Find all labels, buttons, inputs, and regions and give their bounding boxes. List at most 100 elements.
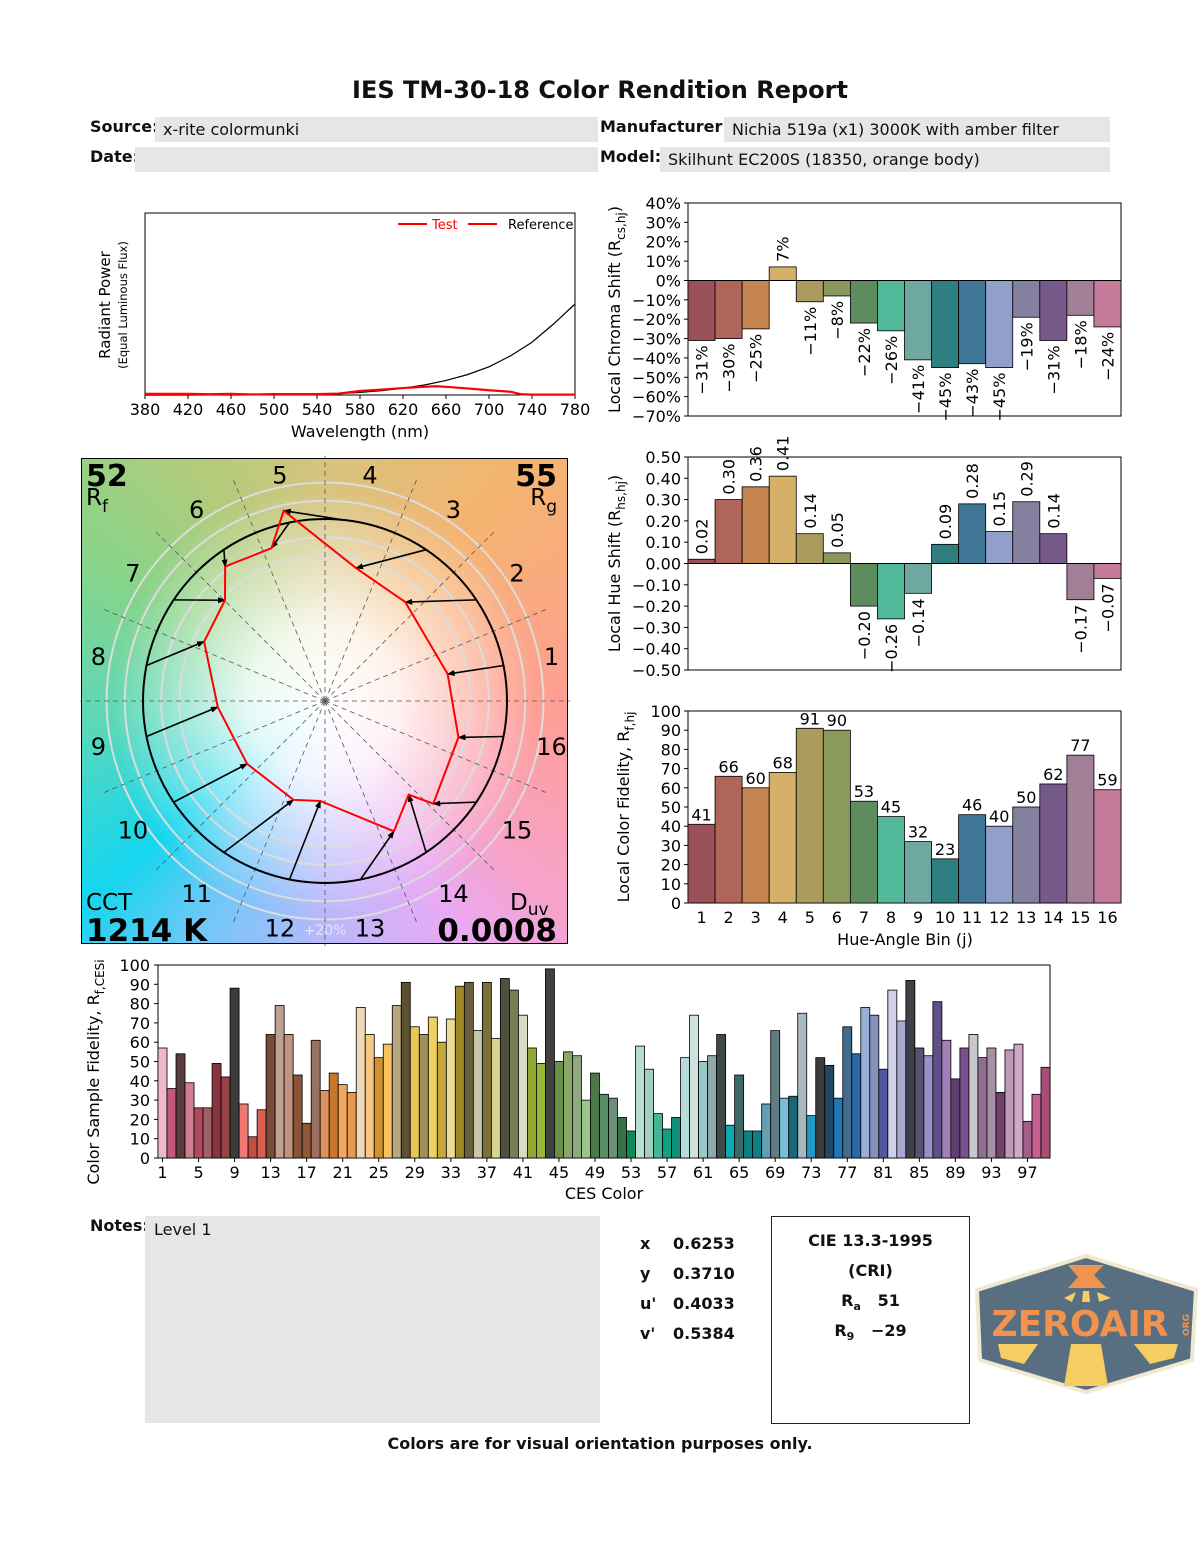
bar-ces-56: [653, 1113, 663, 1159]
bar-ces-61: [698, 1061, 709, 1159]
bar-value-label: −25%: [747, 334, 766, 383]
bar-ces-6: [202, 1107, 213, 1159]
bar-ces-70: [779, 1097, 790, 1159]
cri-subtitle: (CRI): [848, 1261, 893, 1280]
bin-label: 2: [509, 560, 524, 588]
x-tick-label: 53: [621, 1163, 641, 1182]
bar-bin-1: [687, 558, 716, 564]
x-tick-label: 700: [474, 400, 505, 419]
x-tick-label: 13: [260, 1163, 280, 1182]
x-tick-label: 49: [585, 1163, 605, 1182]
bar-ces-57: [662, 1128, 672, 1159]
notes-field[interactable]: Level 1: [145, 1216, 600, 1423]
bar-ces-80: [869, 1014, 880, 1159]
bar-bin-16: [1093, 563, 1122, 579]
bar-bin-14: [1039, 533, 1068, 564]
bar-ces-28: [400, 981, 411, 1159]
bar-bin-13: [1012, 501, 1041, 564]
bar-bin-15: [1066, 754, 1095, 904]
bar-value-label: −8%: [828, 301, 847, 340]
bar-value-label: 62: [1043, 765, 1063, 784]
bar-bin-6: [822, 280, 851, 297]
bar-ces-40: [508, 989, 519, 1159]
bar-ces-7: [211, 1063, 222, 1159]
x-tick-label: 65: [729, 1163, 749, 1182]
bar-ces-10: [238, 1103, 249, 1159]
shift-arrow-bin-1: [446, 664, 504, 676]
x-tick-label: 3: [751, 908, 761, 927]
bar-ces-91: [968, 1034, 979, 1159]
y-tick-label: −0.20: [632, 597, 681, 616]
duv-value: 0.0008: [437, 913, 557, 949]
y-tick-label: 10%: [645, 252, 681, 271]
x-tick-label: 12: [989, 908, 1009, 927]
model-field[interactable]: Skilhunt EC200S (18350, orange body): [660, 147, 1110, 172]
bin-boundary-line: [103, 608, 326, 702]
bar-ces-12: [256, 1109, 267, 1159]
rg-value: 55: [515, 459, 557, 494]
scale-label: +20%: [304, 923, 347, 939]
bar-bin-12: [985, 531, 1014, 564]
zeroair-logo: ZEROAIR ORG: [974, 1253, 1199, 1395]
bar-value-label: 0.14: [801, 493, 820, 529]
bar-ces-26: [382, 1043, 393, 1159]
bar-bin-7: [849, 800, 878, 904]
bar-value-label: 0.29: [1017, 461, 1036, 497]
x-axis-label: Wavelength (nm): [291, 422, 429, 441]
bar-value-label: −0.20: [855, 611, 874, 660]
x-tick-label: 620: [388, 400, 419, 419]
bar-value-label: 0.41: [774, 436, 793, 472]
bar-ces-76: [833, 1097, 844, 1159]
bar-bin-4: [768, 475, 797, 564]
bar-bin-3: [741, 280, 770, 330]
source-field[interactable]: x-rite colormunki: [155, 117, 598, 142]
bar-bin-2: [714, 775, 743, 904]
shift-arrow-bin-16: [457, 734, 504, 741]
y-tick-label: −0.30: [632, 618, 681, 637]
bar-bin-6: [822, 729, 851, 904]
shift-arrow-bin-13: [359, 830, 395, 880]
date-field[interactable]: [135, 147, 598, 172]
bar-bin-16: [1093, 280, 1122, 328]
bar-ces-43: [536, 1063, 546, 1159]
bar-bin-8: [877, 280, 905, 332]
x-tick-label: 13: [1016, 908, 1036, 927]
manufacturer-field[interactable]: Nichia 519a (x1) 3000K with amber filter: [724, 117, 1110, 142]
manufacturer-label: Manufacturer:: [600, 117, 729, 136]
x-tick-label: 25: [369, 1163, 389, 1182]
bar-ces-87: [932, 1001, 943, 1159]
bar-ces-29: [409, 1026, 420, 1159]
y-tick-label: 10: [130, 1130, 150, 1149]
x-tick-label: 69: [765, 1163, 785, 1182]
bar-ces-65: [734, 1074, 745, 1159]
bar-ces-94: [995, 1091, 1006, 1159]
bar-bin-4: [768, 266, 797, 281]
x-tick-label: 41: [513, 1163, 533, 1182]
y-axis-label: Radiant Power: [96, 250, 114, 359]
y-axis-label: Local Color Fidelity, Rf,hj: [614, 712, 637, 903]
bar-ces-82: [887, 989, 898, 1159]
date-label: Date:: [90, 147, 139, 166]
x-tick-label: 14: [1043, 908, 1063, 927]
shift-arrow-bin-5: [270, 522, 291, 549]
y-tick-label: 30: [130, 1091, 150, 1110]
y-tick-label: −0.10: [632, 576, 681, 595]
x-tick-label: 45: [549, 1163, 569, 1182]
bar-bin-15: [1066, 280, 1095, 316]
bar-value-label: 0.05: [828, 512, 847, 548]
bar-ces-79: [860, 1007, 871, 1159]
bar-ces-63: [716, 1034, 727, 1159]
bar-value-label: 90: [827, 711, 847, 730]
y-tick-label: 40: [661, 817, 681, 836]
bar-ces-37: [481, 981, 492, 1159]
bar-value-label: 45: [881, 798, 901, 817]
bar-ces-95: [1004, 1049, 1015, 1159]
bar-ces-13: [265, 1034, 276, 1159]
bin-label: 5: [272, 461, 287, 489]
shift-arrow-bin-3: [355, 548, 427, 570]
bar-value-label: −41%: [909, 365, 928, 414]
rf-label: Rf: [86, 485, 109, 517]
bar-ces-67: [752, 1130, 763, 1159]
bar-ces-8: [220, 1076, 231, 1159]
